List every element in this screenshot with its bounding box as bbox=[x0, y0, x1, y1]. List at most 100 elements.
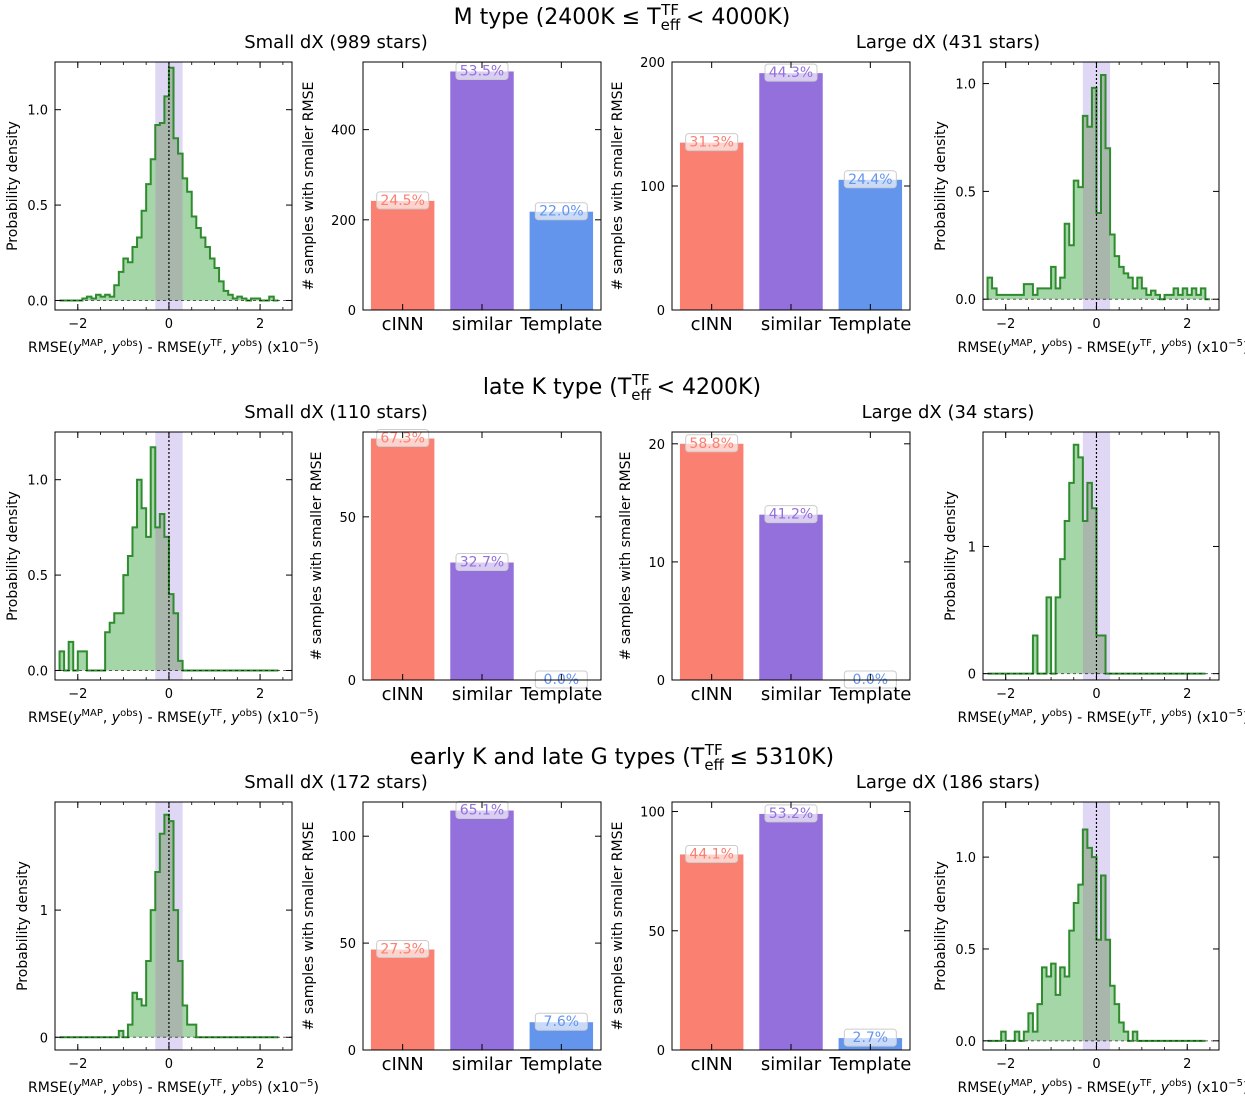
x-tick-label: 2 bbox=[1183, 317, 1191, 332]
y-tick-label: 200 bbox=[331, 214, 356, 229]
histogram-panel: −2 0 2 0.0 0.5 1.0 Probability density RMSE(yMA… bbox=[933, 801, 1245, 1096]
category-label: cINN bbox=[382, 314, 424, 335]
x-tick-label: −2 bbox=[996, 317, 1015, 332]
category-label: Template bbox=[519, 1054, 602, 1075]
hist-band-overlap bbox=[155, 67, 183, 301]
y-tick-label: 0 bbox=[348, 674, 356, 689]
axes-frame bbox=[54, 431, 293, 681]
x-tick-label: −2 bbox=[996, 687, 1015, 702]
x-tick-label: 2 bbox=[256, 317, 264, 332]
bar-panel: 27.3% cINN 65.1% similar 7.6% Template 0 50 100 #… bbox=[301, 801, 602, 1075]
hist-xlabel: RMSE(yMAP, yobs) - RMSE(yTF, yobs) (x10−… bbox=[958, 1078, 1245, 1096]
bar-value-label: 58.8% bbox=[689, 436, 733, 452]
bar-value-label: 2.7% bbox=[853, 1030, 889, 1046]
hist-line bbox=[987, 828, 1206, 1042]
panel-title: Large dX (34 stars) bbox=[862, 402, 1035, 423]
panel-title: Small dX (110 stars) bbox=[244, 402, 428, 423]
bar-cinn bbox=[370, 200, 435, 310]
bar-similar bbox=[450, 562, 514, 680]
bar-panel: 58.8%cINN41.2%similar0.0%Template01020# … bbox=[618, 431, 911, 705]
y-tick-label: 1.0 bbox=[955, 78, 976, 93]
row-title-2: early K and late G types (TeffTF ≤ 5310K… bbox=[410, 741, 834, 774]
bar-value-label: 24.4% bbox=[848, 172, 892, 188]
bar-label-box bbox=[764, 505, 818, 524]
bar-label-box bbox=[455, 553, 509, 572]
y-tick-label: 100 bbox=[640, 806, 665, 821]
y-tick-label: 0.5 bbox=[955, 943, 976, 958]
hist-xlabel: RMSE(yMAP, yobs) - RMSE(yTF, yobs) (x10−… bbox=[28, 338, 319, 356]
y-tick-label: 1.0 bbox=[27, 474, 48, 489]
bar-label-box bbox=[843, 170, 897, 189]
category-label: Template bbox=[828, 314, 911, 335]
y-tick-label: 50 bbox=[339, 511, 356, 526]
histogram-panel: −2 0 2 0.0 0.5 1.0 Probability density RMSE(yMA… bbox=[5, 61, 319, 356]
bar-ylabel: # samples with smaller RMSE bbox=[301, 822, 317, 1031]
hist-xlabel: RMSE(yMAP, yobs) - RMSE(yTF, yobs) (x10−… bbox=[958, 338, 1245, 356]
y-tick-label: 0 bbox=[657, 674, 665, 689]
category-label: cINN bbox=[382, 684, 424, 705]
category-label: similar bbox=[452, 684, 513, 705]
y-tick-label: 0.5 bbox=[27, 569, 48, 584]
hist-band-overlap bbox=[155, 814, 183, 1038]
y-tick-label: 1.0 bbox=[955, 851, 976, 866]
bar-similar bbox=[759, 813, 823, 1050]
bar-cinn bbox=[679, 443, 744, 680]
x-tick-label: −2 bbox=[68, 1057, 87, 1072]
x-tick-label: 0 bbox=[165, 1057, 173, 1072]
hist-xlabel: RMSE(yMAP, yobs) - RMSE(yTF, yobs) (x10−… bbox=[28, 708, 319, 726]
y-tick-label: 0.0 bbox=[27, 664, 48, 679]
hist-ylabel: Probability density bbox=[933, 861, 949, 991]
bar-label-box bbox=[685, 844, 739, 863]
category-label: Template bbox=[519, 314, 602, 335]
bar-similar bbox=[759, 514, 823, 680]
category-label: Template bbox=[828, 684, 911, 705]
bar-ylabel: # samples with smaller RMSE bbox=[618, 452, 634, 661]
category-label: Template bbox=[519, 684, 602, 705]
bar-value-label: 24.5% bbox=[380, 193, 424, 209]
hist-ylabel: Probability density bbox=[5, 121, 21, 251]
hist-ylabel: Probability density bbox=[15, 861, 31, 991]
x-tick-label: 0 bbox=[1092, 317, 1100, 332]
category-label: similar bbox=[761, 684, 822, 705]
x-tick-label: 0 bbox=[165, 687, 173, 702]
bar-similar bbox=[450, 71, 514, 311]
bar-cinn bbox=[679, 854, 744, 1050]
y-tick-label: 0 bbox=[348, 304, 356, 319]
bar-template bbox=[529, 211, 594, 310]
x-tick-label: 2 bbox=[256, 1057, 264, 1072]
hist-line bbox=[986, 73, 1210, 301]
y-tick-label: 0.5 bbox=[27, 199, 48, 214]
bar-value-label: 44.3% bbox=[769, 65, 813, 81]
hist-xlabel: RMSE(yMAP, yobs) - RMSE(yTF, yobs) (x10−… bbox=[958, 708, 1245, 726]
y-tick-label: 0.0 bbox=[955, 1035, 976, 1050]
axes-frame bbox=[982, 801, 1220, 1051]
y-tick-label: 50 bbox=[648, 925, 665, 940]
histogram-panel: −2 0 2 0.0 0.5 1.0 Probability density RMSE(yMA… bbox=[933, 61, 1245, 356]
category-label: cINN bbox=[691, 684, 733, 705]
category-label: similar bbox=[452, 314, 513, 335]
y-tick-label: 0 bbox=[968, 668, 976, 683]
x-tick-label: 0 bbox=[1092, 1057, 1100, 1072]
bar-value-label: 27.3% bbox=[380, 942, 424, 958]
bar-cinn bbox=[679, 142, 744, 310]
x-tick-label: −2 bbox=[996, 1057, 1015, 1072]
category-label: cINN bbox=[691, 1054, 733, 1075]
y-tick-label: 1 bbox=[40, 904, 48, 919]
bar-label-box bbox=[534, 202, 588, 221]
x-tick-label: 2 bbox=[256, 687, 264, 702]
y-tick-label: 0.0 bbox=[27, 294, 48, 309]
axes-frame bbox=[54, 801, 293, 1051]
hist-line bbox=[59, 813, 279, 1039]
bar-label-box bbox=[534, 1012, 588, 1031]
bar-value-label: 65.1% bbox=[460, 803, 504, 819]
bar-value-label: 44.1% bbox=[689, 846, 733, 862]
category-label: Template bbox=[828, 1054, 911, 1075]
y-tick-label: 0.0 bbox=[955, 293, 976, 308]
axes-frame bbox=[54, 61, 293, 311]
y-tick-label: 0 bbox=[657, 1044, 665, 1059]
bar-panel: 44.1% cINN 53.2% similar 2.7% Template 0 50 100 #… bbox=[610, 801, 911, 1075]
bar-value-label: 53.5% bbox=[460, 63, 504, 79]
y-tick-label: 0 bbox=[348, 1044, 356, 1059]
